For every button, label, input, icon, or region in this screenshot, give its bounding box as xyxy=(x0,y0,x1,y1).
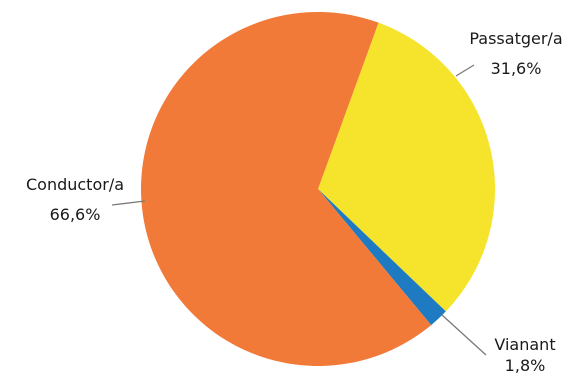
label-group-conductor: Conductor/a 66,6% xyxy=(26,175,146,224)
slice-name-vianant: Vianant xyxy=(494,335,555,354)
pie-slice-vianant xyxy=(318,189,446,326)
slice-value-passatger: 31,6% xyxy=(491,59,542,78)
slice-value-vianant: 1,8% xyxy=(505,356,546,375)
leader-line-conductor xyxy=(111,200,146,206)
slice-name-passatger: Passatger/a xyxy=(469,29,562,48)
leader-line-vianant xyxy=(441,314,487,356)
label-group-vianant: Vianant 1,8% xyxy=(441,314,556,375)
slice-value-conductor: 66,6% xyxy=(50,205,101,224)
slice-name-conductor: Conductor/a xyxy=(26,175,124,194)
pie-slice-conductor-a xyxy=(141,11,432,366)
leader-line-passatger xyxy=(455,64,475,77)
pie-slice-passatger-a xyxy=(318,22,496,312)
label-group-passatger: Passatger/a 31,6% xyxy=(455,29,563,78)
pie-slices xyxy=(141,11,496,366)
